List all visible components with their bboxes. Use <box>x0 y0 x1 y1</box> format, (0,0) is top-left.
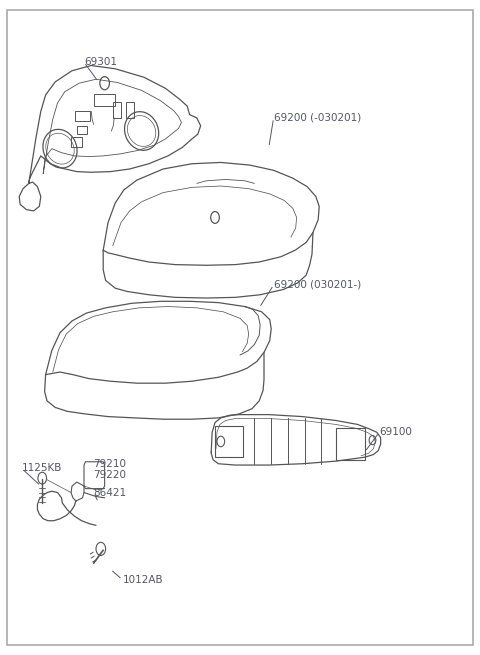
Text: 1012AB: 1012AB <box>122 574 163 585</box>
Text: 79210: 79210 <box>94 458 127 469</box>
Text: 69100: 69100 <box>379 427 412 438</box>
Text: 69200 (030201-): 69200 (030201-) <box>274 280 361 290</box>
Text: 69200 (-030201): 69200 (-030201) <box>274 113 361 123</box>
Text: 69301: 69301 <box>84 57 117 67</box>
Text: 1125KB: 1125KB <box>22 463 62 474</box>
Text: 86421: 86421 <box>94 487 127 498</box>
Text: 79220: 79220 <box>94 470 127 480</box>
